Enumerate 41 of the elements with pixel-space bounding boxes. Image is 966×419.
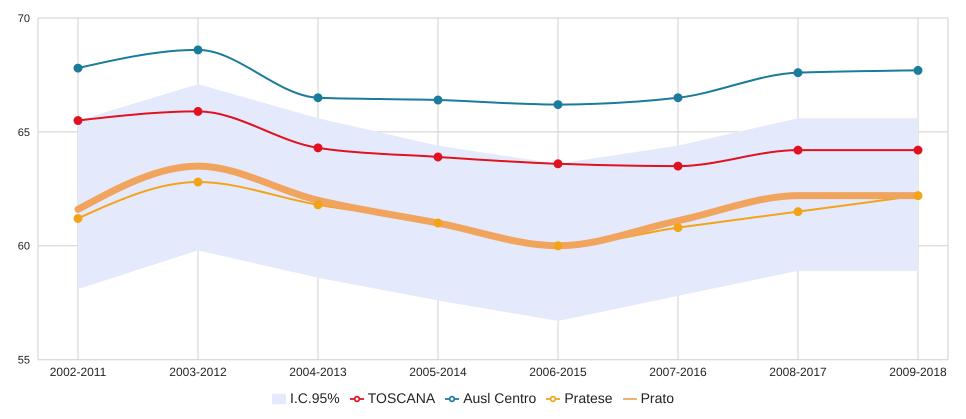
- point: [314, 93, 322, 102]
- legend-label: Ausl Centro: [463, 390, 536, 406]
- point: [434, 152, 442, 162]
- point: [434, 218, 442, 228]
- point: [434, 96, 442, 105]
- legend-label: I.C.95%: [290, 390, 340, 406]
- x-tick-label: 2006-2015: [529, 365, 588, 380]
- legend-label: Prato: [640, 390, 674, 406]
- x-tick-label: 2003-2012: [169, 365, 228, 380]
- point: [674, 93, 682, 102]
- x-tick-label: 2002-2011: [50, 365, 107, 380]
- point: [794, 68, 802, 78]
- legend-label: TOSCANA: [368, 390, 436, 406]
- point: [554, 100, 562, 110]
- y-tick-label: 70: [18, 12, 30, 25]
- point: [74, 116, 82, 126]
- legend-label: Pratese: [564, 390, 613, 406]
- point: [794, 146, 802, 155]
- x-tick-label: 2009-2018: [889, 365, 948, 380]
- point: [74, 64, 82, 73]
- x-tick-label: 2007-2016: [649, 365, 708, 380]
- point: [74, 214, 82, 223]
- point: [914, 191, 922, 200]
- point: [914, 146, 922, 155]
- point: [674, 162, 682, 171]
- point: [194, 106, 202, 116]
- point: [554, 159, 562, 168]
- point: [194, 178, 202, 187]
- x-tick-label: 2004-2013: [289, 365, 348, 380]
- x-tick-label: 2005-2014: [409, 365, 468, 380]
- point: [794, 207, 802, 216]
- point: [554, 241, 562, 250]
- y-tick-label: 55: [18, 354, 30, 367]
- point: [194, 45, 202, 54]
- point: [314, 143, 322, 152]
- point: [314, 200, 322, 210]
- y-tick-label: 65: [18, 126, 30, 139]
- point: [674, 223, 682, 232]
- point: [914, 66, 922, 75]
- x-tick-label: 2008-2017: [769, 365, 828, 380]
- y-tick-label: 60: [18, 240, 30, 253]
